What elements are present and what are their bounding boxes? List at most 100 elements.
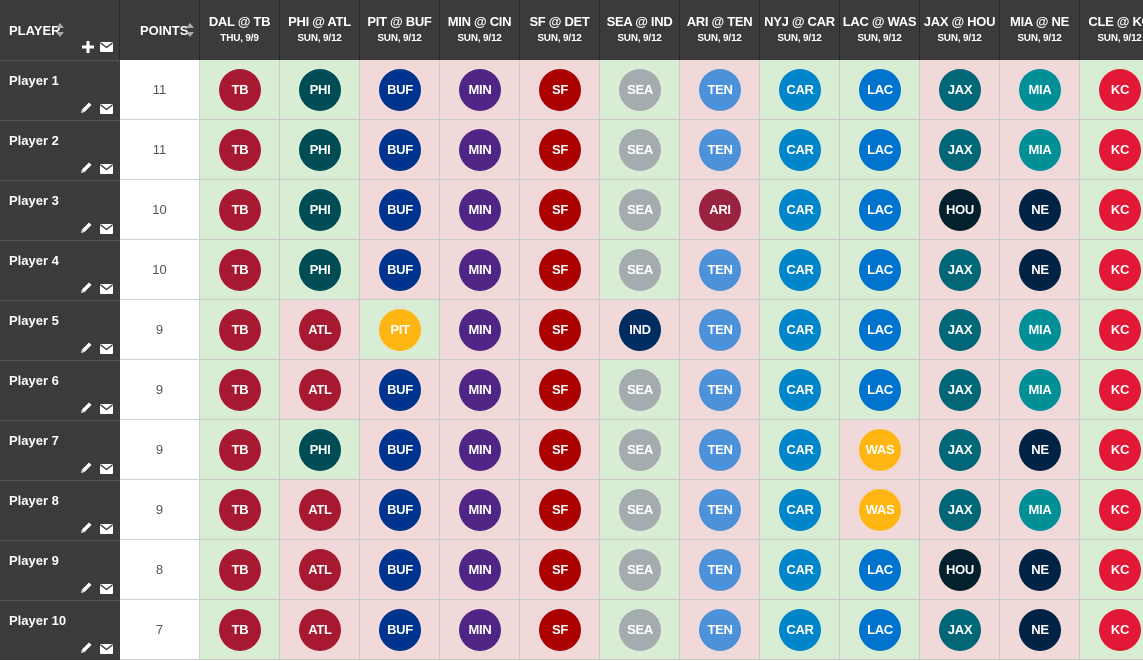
pick-team-badge[interactable]: MIN [459,549,501,591]
pick-team-badge[interactable]: SF [539,249,581,291]
mail-icon[interactable] [100,284,113,294]
pick-team-badge[interactable]: KC [1099,369,1141,411]
pick-team-badge[interactable]: IND [619,309,661,351]
pick-team-badge[interactable]: LAC [859,129,901,171]
pick-team-badge[interactable]: TB [219,429,261,471]
mail-icon[interactable] [100,464,113,474]
pick-team-badge[interactable]: BUF [379,249,421,291]
player-column-header[interactable]: PLAYER [0,0,120,60]
pick-team-badge[interactable]: MIN [459,249,501,291]
mail-icon[interactable] [100,584,113,594]
pick-team-badge[interactable]: JAX [939,429,981,471]
pick-team-badge[interactable]: SEA [619,69,661,111]
pick-team-badge[interactable]: BUF [379,549,421,591]
pick-team-badge[interactable]: KC [1099,549,1141,591]
pick-team-badge[interactable]: SF [539,369,581,411]
sort-icon[interactable] [185,22,195,38]
edit-icon[interactable] [80,641,93,654]
pick-team-badge[interactable]: KC [1099,489,1141,531]
pick-team-badge[interactable]: SF [539,129,581,171]
pick-team-badge[interactable]: KC [1099,189,1141,231]
pick-team-badge[interactable]: JAX [939,69,981,111]
pick-team-badge[interactable]: KC [1099,309,1141,351]
pick-team-badge[interactable]: SF [539,489,581,531]
points-column-header[interactable]: POINTS [120,0,200,60]
pick-team-badge[interactable]: KC [1099,249,1141,291]
pick-team-badge[interactable]: SF [539,609,581,651]
pick-team-badge[interactable]: PHI [299,129,341,171]
pick-team-badge[interactable]: LAC [859,309,901,351]
pick-team-badge[interactable]: SEA [619,549,661,591]
pick-team-badge[interactable]: SEA [619,609,661,651]
pick-team-badge[interactable]: LAC [859,189,901,231]
pick-team-badge[interactable]: ATL [299,489,341,531]
pick-team-badge[interactable]: BUF [379,69,421,111]
pick-team-badge[interactable]: PIT [379,309,421,351]
pick-team-badge[interactable]: CAR [779,369,821,411]
pick-team-badge[interactable]: KC [1099,429,1141,471]
pick-team-badge[interactable]: WAS [859,429,901,471]
pick-team-badge[interactable]: HOU [939,189,981,231]
pick-team-badge[interactable]: NE [1019,429,1061,471]
pick-team-badge[interactable]: SF [539,549,581,591]
pick-team-badge[interactable]: PHI [299,429,341,471]
pick-team-badge[interactable]: PHI [299,189,341,231]
pick-team-badge[interactable]: KC [1099,69,1141,111]
pick-team-badge[interactable]: JAX [939,369,981,411]
edit-icon[interactable] [80,281,93,294]
pick-team-badge[interactable]: ATL [299,549,341,591]
mail-icon[interactable] [100,644,113,654]
pick-team-badge[interactable]: SEA [619,129,661,171]
pick-team-badge[interactable]: SF [539,309,581,351]
pick-team-badge[interactable]: CAR [779,189,821,231]
edit-icon[interactable] [80,401,93,414]
pick-team-badge[interactable]: MIA [1019,369,1061,411]
pick-team-badge[interactable]: TEN [699,549,741,591]
pick-team-badge[interactable]: CAR [779,249,821,291]
pick-team-badge[interactable]: TEN [699,69,741,111]
pick-team-badge[interactable]: TB [219,309,261,351]
pick-team-badge[interactable]: SEA [619,429,661,471]
pick-team-badge[interactable]: BUF [379,489,421,531]
pick-team-badge[interactable]: TB [219,489,261,531]
pick-team-badge[interactable]: CAR [779,609,821,651]
pick-team-badge[interactable]: JAX [939,309,981,351]
pick-team-badge[interactable]: TEN [699,249,741,291]
pick-team-badge[interactable]: MIN [459,429,501,471]
pick-team-badge[interactable]: MIN [459,129,501,171]
pick-team-badge[interactable]: MIN [459,69,501,111]
pick-team-badge[interactable]: TB [219,549,261,591]
pick-team-badge[interactable]: TEN [699,489,741,531]
pick-team-badge[interactable]: MIN [459,189,501,231]
pick-team-badge[interactable]: TB [219,189,261,231]
pick-team-badge[interactable]: TEN [699,609,741,651]
pick-team-badge[interactable]: NE [1019,189,1061,231]
pick-team-badge[interactable]: TEN [699,429,741,471]
pick-team-badge[interactable]: MIA [1019,129,1061,171]
edit-icon[interactable] [80,101,93,114]
pick-team-badge[interactable]: TB [219,249,261,291]
pick-team-badge[interactable]: TEN [699,369,741,411]
pick-team-badge[interactable]: TB [219,369,261,411]
pick-team-badge[interactable]: KC [1099,129,1141,171]
pick-team-badge[interactable]: TEN [699,309,741,351]
pick-team-badge[interactable]: TB [219,69,261,111]
edit-icon[interactable] [80,341,93,354]
edit-icon[interactable] [80,461,93,474]
pick-team-badge[interactable]: ATL [299,609,341,651]
pick-team-badge[interactable]: MIA [1019,489,1061,531]
pick-team-badge[interactable]: CAR [779,309,821,351]
edit-icon[interactable] [80,221,93,234]
pick-team-badge[interactable]: SEA [619,369,661,411]
pick-team-badge[interactable]: MIN [459,369,501,411]
pick-team-badge[interactable]: MIN [459,489,501,531]
pick-team-badge[interactable]: ARI [699,189,741,231]
pick-team-badge[interactable]: TEN [699,129,741,171]
pick-team-badge[interactable]: BUF [379,189,421,231]
pick-team-badge[interactable]: SEA [619,489,661,531]
pick-team-badge[interactable]: SF [539,429,581,471]
mail-all-icon[interactable] [100,42,113,52]
pick-team-badge[interactable]: SEA [619,189,661,231]
pick-team-badge[interactable]: MIN [459,609,501,651]
pick-team-badge[interactable]: TB [219,609,261,651]
